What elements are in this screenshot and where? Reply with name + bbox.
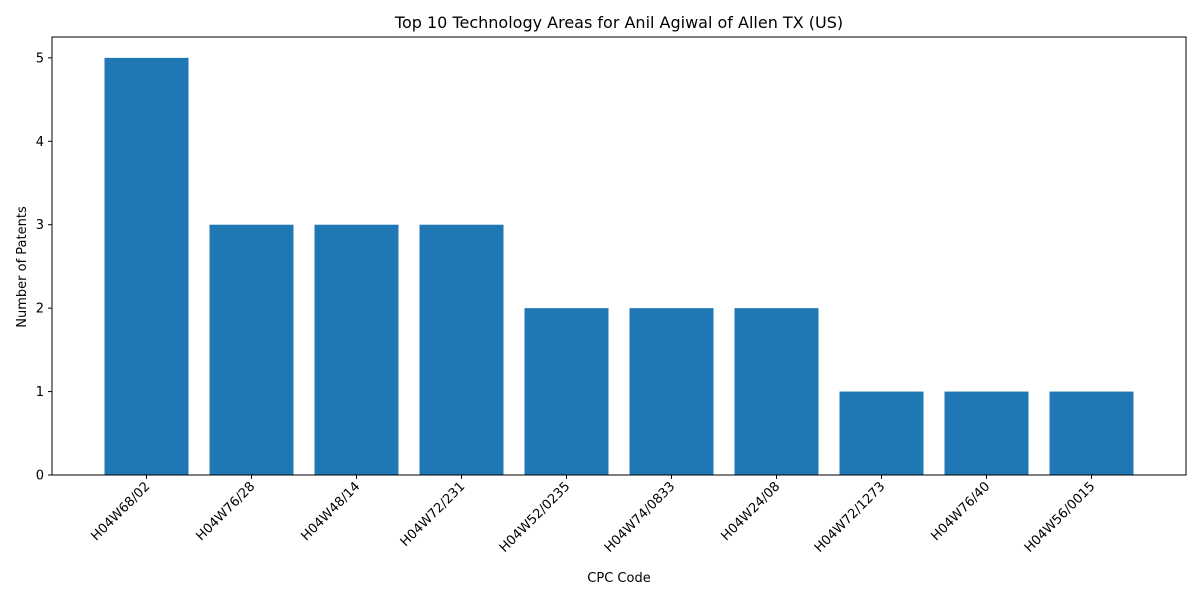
y-tick-label: 4 [36,135,44,150]
bar-h04w76-28 [210,225,294,475]
x-tick-label: H04W68/02 [89,479,154,544]
y-tick-label: 2 [36,302,44,317]
x-tick-label: H04W76/28 [194,479,259,544]
x-tick-label: H04W74/0833 [602,479,679,556]
bar-h04w56-0015 [1050,392,1134,475]
chart-title: Top 10 Technology Areas for Anil Agiwal … [394,13,843,32]
y-tick-label: 3 [36,218,44,233]
x-tick-label: H04W72/1273 [812,479,889,556]
x-tick-label: H04W52/0235 [497,479,574,556]
x-axis-label: CPC Code [587,571,650,586]
y-tick-label: 1 [36,385,44,400]
bar-h04w72-231 [420,225,504,475]
bar-h04w72-1273 [840,392,924,475]
x-tick-label: H04W56/0015 [1022,479,1099,556]
x-tick-label: H04W72/231 [398,479,469,550]
bar-h04w76-40 [945,392,1029,475]
y-axis: 0 1 2 3 4 5 [36,51,52,483]
x-tick-label: H04W48/14 [299,479,364,544]
bar-h04w24-08 [735,308,819,475]
y-axis-label: Number of Patents [15,206,30,328]
bar-h04w52-0235 [525,308,609,475]
bar-h04w74-0833 [630,308,714,475]
x-tick-label: H04W76/40 [929,479,994,544]
x-axis: H04W68/02 H04W76/28 H04W48/14 H04W72/231 H04… [89,475,1099,556]
y-tick-label: 0 [36,469,44,484]
bar-h04w48-14 [315,225,399,475]
x-tick-label: H04W24/08 [719,479,784,544]
y-tick-label: 5 [36,51,44,66]
bar-h04w68-02 [105,58,189,475]
plot-area [52,37,1186,475]
